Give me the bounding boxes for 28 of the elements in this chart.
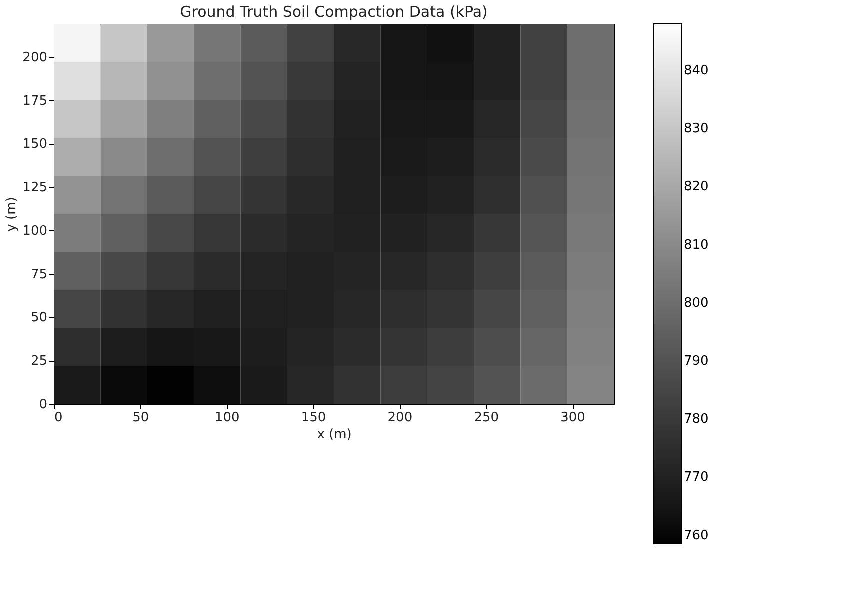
color-bar-label: 770	[684, 470, 709, 486]
x-tick-label: 100	[214, 410, 240, 426]
y-tick-label: 50	[30, 310, 48, 326]
y-tick-label: 100	[22, 224, 48, 239]
x-tick-label: 0	[54, 410, 63, 426]
y-tick-label: 75	[30, 267, 48, 282]
x-tick-label: 300	[560, 410, 586, 426]
color-bar-label: 840	[684, 63, 709, 78]
y-tick-label: 150	[22, 137, 48, 152]
color-bar-label: 820	[684, 180, 709, 195]
color-bar-label: 810	[684, 238, 709, 253]
color-bar-label: 780	[684, 412, 709, 428]
y-tick-label: 175	[22, 94, 48, 109]
y-tick-label: 0	[39, 398, 48, 412]
y-axis-title: y (m)	[4, 197, 20, 232]
x-tick-label: 50	[132, 410, 150, 426]
y-tick-label: 25	[30, 354, 48, 370]
y-tick-label: 200	[22, 50, 48, 66]
y-tick-label: 125	[22, 180, 48, 196]
color-bar-label: 830	[684, 122, 709, 137]
color-bar-label: 760	[684, 528, 709, 544]
x-axis-title: x (m)	[317, 428, 352, 442]
x-tick-label: 200	[388, 410, 413, 426]
x-tick-label: 150	[301, 410, 326, 426]
x-tick-label: 250	[474, 410, 500, 426]
color-bar-label: 790	[684, 354, 709, 369]
chart-title: Ground Truth Soil Compaction Data (kPa)	[180, 3, 488, 21]
color-bar-label: 800	[684, 296, 709, 311]
